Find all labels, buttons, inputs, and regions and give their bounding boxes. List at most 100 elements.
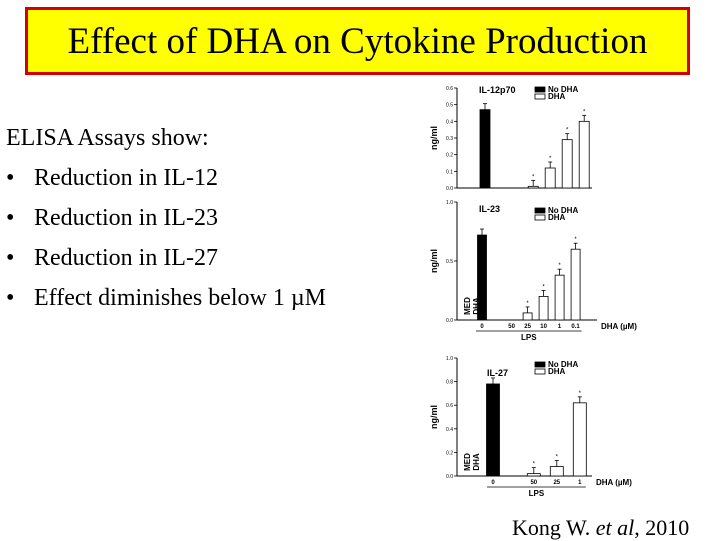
x-tick-label: 50 xyxy=(530,480,537,486)
citation-author: Kong W. xyxy=(512,515,596,540)
legend-label: DHA xyxy=(548,213,566,222)
bar xyxy=(561,139,573,189)
legend-label: DHA xyxy=(548,92,566,101)
x-tick-label: 25 xyxy=(553,480,560,486)
y-tick-label: 0.4 xyxy=(446,119,453,125)
y-tick-label: 0.8 xyxy=(446,380,453,386)
x-tick-label: 0 xyxy=(480,324,484,330)
legend-label: No DHA xyxy=(548,360,578,369)
bar xyxy=(544,167,556,189)
bar xyxy=(527,185,539,189)
x-axis-label: LPS xyxy=(529,489,545,498)
bar xyxy=(538,296,549,321)
y-axis-label: ng/ml xyxy=(429,126,439,150)
significance-star: * xyxy=(579,391,582,397)
bullet-list: ELISA Assays show: • Reduction in IL-12 … xyxy=(6,118,326,318)
x-tick-label: 0 xyxy=(491,480,495,486)
y-tick-label: 0.2 xyxy=(446,450,453,456)
legend-swatch xyxy=(534,368,546,375)
legend-swatch xyxy=(534,207,546,214)
significance-star: * xyxy=(526,301,529,307)
x-tick-label: 25 xyxy=(524,324,531,330)
y-tick-label: 0.0 xyxy=(446,186,453,192)
bar xyxy=(549,466,564,477)
y-axis-label: ng/ml xyxy=(429,249,439,273)
bullet-text: Reduction in IL-27 xyxy=(34,245,218,271)
bullet-item: • Reduction in IL-23 xyxy=(6,198,326,238)
bullet-item: • Reduction in IL-12 xyxy=(6,158,326,198)
bar xyxy=(479,109,491,189)
y-tick-label: 0.5 xyxy=(446,259,453,265)
y-tick-label: 0.1 xyxy=(446,169,453,175)
significance-star: * xyxy=(542,284,545,290)
bullet-intro: ELISA Assays show: xyxy=(6,118,326,158)
bullet-text: Reduction in IL-12 xyxy=(34,165,218,191)
y-tick-label: 0.2 xyxy=(446,153,453,159)
bar xyxy=(486,383,500,477)
y-tick-label: 0.6 xyxy=(446,403,453,409)
bullet-item: • Reduction in IL-27 xyxy=(6,238,326,278)
il12-chart: 0.0 0.1 0.2 0.3 0.4 0.5 0.6 ng/ml IL-12p70 No DHA… xyxy=(429,85,592,192)
y-tick-label: 1.0 xyxy=(446,200,453,206)
bullet-dot: • xyxy=(6,165,15,191)
group-label: MED xyxy=(463,297,472,315)
y-tick-label: 0.4 xyxy=(446,427,453,433)
significance-star: * xyxy=(549,156,552,162)
y-tick-label: 1.0 xyxy=(446,356,453,362)
legend-label: No DHA xyxy=(548,85,578,94)
bullet-dot: • xyxy=(6,285,15,311)
group-label: DHA xyxy=(472,297,481,315)
x-unit-label: DHA (µM) xyxy=(601,322,637,331)
y-tick-label: 0.5 xyxy=(446,103,453,109)
bullet-text: Reduction in IL-23 xyxy=(34,205,218,231)
significance-star: * xyxy=(533,462,536,468)
group-label: DHA xyxy=(472,453,481,471)
legend-swatch xyxy=(534,361,546,368)
legend-label: No DHA xyxy=(548,206,578,215)
bar xyxy=(554,274,565,321)
significance-star: * xyxy=(583,109,586,115)
bullet-intro-text: ELISA Assays show: xyxy=(6,125,209,151)
x-axis-label: LPS xyxy=(521,333,537,342)
slide-title: Effect of DHA on Cytokine Production xyxy=(67,20,648,62)
bar xyxy=(522,312,533,321)
slide-title-box: Effect of DHA on Cytokine Production xyxy=(25,7,690,75)
y-tick-label: 0.0 xyxy=(446,474,453,480)
y-tick-label: 0.6 xyxy=(446,86,453,92)
group-label: MED xyxy=(463,453,472,471)
significance-star: * xyxy=(532,174,535,180)
bar xyxy=(570,248,581,321)
x-tick-label: 50 xyxy=(508,324,515,330)
y-axis-label: ng/ml xyxy=(429,405,439,429)
bar xyxy=(477,234,487,321)
chart-title: IL-27 xyxy=(487,368,508,378)
x-tick-label: 10 xyxy=(540,324,547,330)
y-tick-label: 0.3 xyxy=(446,136,453,142)
bar xyxy=(578,120,590,189)
bullet-item: • Effect diminishes below 1 µM xyxy=(6,278,326,318)
bullet-dot: • xyxy=(6,205,15,231)
y-tick-label: 0.0 xyxy=(446,318,453,324)
legend-swatch xyxy=(534,93,546,100)
legend-swatch xyxy=(534,214,546,221)
x-tick-label: 1 xyxy=(578,480,582,486)
significance-star: * xyxy=(556,455,559,461)
citation: Kong W. et al, 2010 xyxy=(512,515,689,541)
bullet-dot: • xyxy=(6,245,15,271)
citation-year: , 2010 xyxy=(634,515,690,540)
x-unit-label: DHA (µM) xyxy=(596,478,632,487)
legend-label: DHA xyxy=(548,367,566,376)
chart-title: IL-23 xyxy=(479,204,500,214)
legend-swatch xyxy=(534,86,546,93)
bullet-text: Effect diminishes below 1 µM xyxy=(34,285,327,311)
significance-star: * xyxy=(558,263,561,269)
x-tick-label: 0.1 xyxy=(571,324,580,330)
bar xyxy=(526,473,541,477)
x-tick-label: 1 xyxy=(558,324,562,330)
significance-star: * xyxy=(574,237,577,243)
bar xyxy=(572,402,587,477)
citation-etal: et al xyxy=(595,515,635,540)
chart-title: IL-12p70 xyxy=(479,85,516,95)
